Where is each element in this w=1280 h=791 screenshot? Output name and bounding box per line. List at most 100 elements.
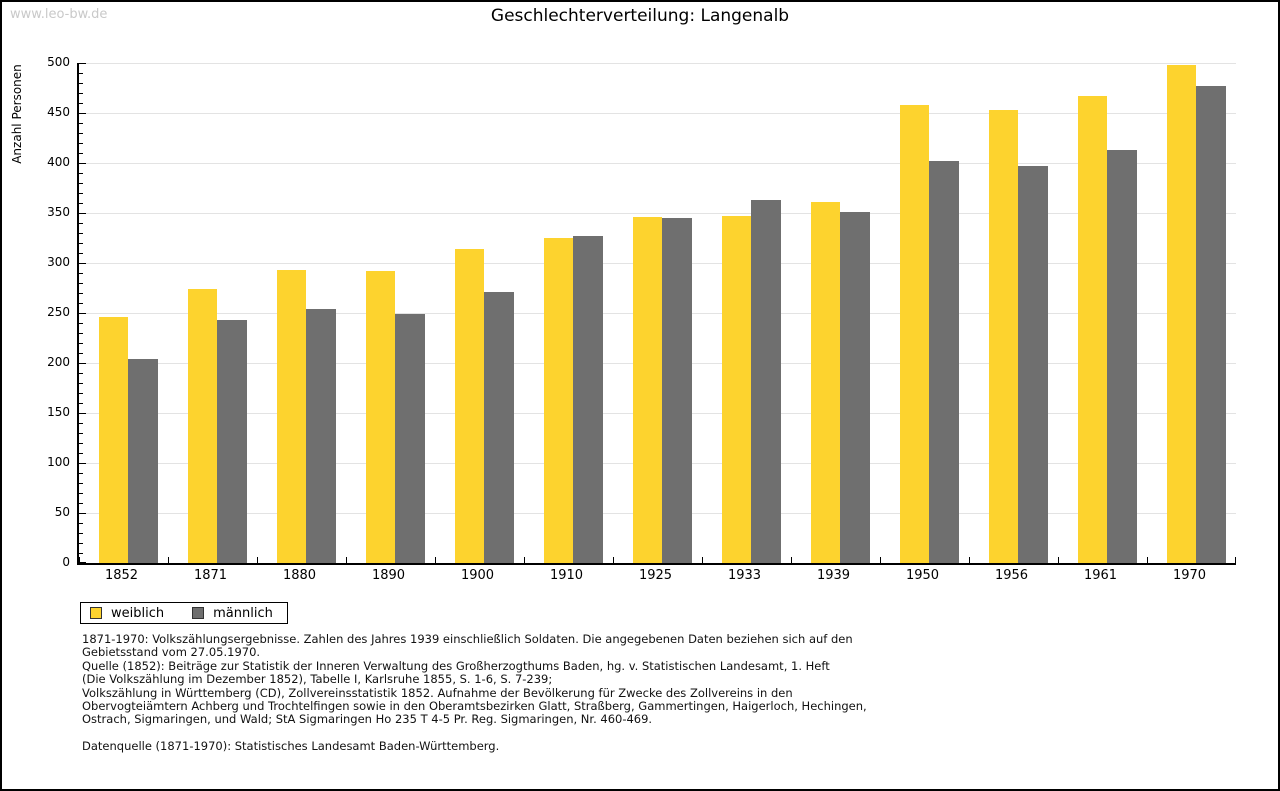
y-major-tick-200 xyxy=(79,363,86,364)
footnote-spacer xyxy=(82,727,982,740)
x-tick-label-1933: 1933 xyxy=(727,568,762,583)
x-tick-label-1950: 1950 xyxy=(905,568,940,583)
x-tick-label-1956: 1956 xyxy=(994,568,1029,583)
footnote-line-8: Datenquelle (1871-1970): Statistisches L… xyxy=(82,739,500,754)
x-tick-4 xyxy=(435,557,436,563)
bar-weiblich-1933 xyxy=(721,216,752,563)
bar-weiblich-1871 xyxy=(187,289,218,563)
bar-männlich-1970 xyxy=(1196,86,1227,563)
y-minor-tick-90 xyxy=(79,473,83,474)
gridline-500 xyxy=(79,63,1236,64)
y-minor-tick-310 xyxy=(79,253,83,254)
footnote-line-1: Gebietsstand vom 27.05.1970. xyxy=(82,645,261,660)
y-minor-tick-40 xyxy=(79,523,83,524)
x-tick-label-1939: 1939 xyxy=(816,568,851,583)
bar-weiblich-1900 xyxy=(454,249,485,563)
y-minor-tick-390 xyxy=(79,173,83,174)
y-minor-tick-180 xyxy=(79,383,83,384)
bar-männlich-1890 xyxy=(395,314,426,563)
footnotes-block: 1871-1970: Volkszählungsergebnisse. Zahl… xyxy=(82,632,982,754)
x-tick-9 xyxy=(880,557,881,563)
x-tick-label-1961: 1961 xyxy=(1083,568,1118,583)
bar-männlich-1900 xyxy=(484,292,515,563)
bar-weiblich-1961 xyxy=(1077,96,1108,563)
bar-männlich-1925 xyxy=(662,218,693,563)
y-minor-tick-330 xyxy=(79,233,83,234)
bar-männlich-1939 xyxy=(840,212,871,563)
y-minor-tick-110 xyxy=(79,453,83,454)
y-minor-tick-30 xyxy=(79,533,83,534)
y-major-tick-100 xyxy=(79,463,86,464)
x-tick-label-1890: 1890 xyxy=(371,568,406,583)
y-minor-tick-160 xyxy=(79,403,83,404)
y-minor-tick-80 xyxy=(79,483,83,484)
x-tick-0 xyxy=(79,557,80,563)
bar-weiblich-1939 xyxy=(810,202,841,563)
y-tick-label-500: 500 xyxy=(47,55,70,69)
x-tick-3 xyxy=(346,557,347,563)
y-minor-tick-460 xyxy=(79,103,83,104)
bar-männlich-1961 xyxy=(1107,150,1138,563)
plot-area xyxy=(77,63,1236,565)
x-tick-8 xyxy=(791,557,792,563)
y-minor-tick-430 xyxy=(79,133,83,134)
y-minor-tick-120 xyxy=(79,443,83,444)
footnote-line-6: Ostrach, Sigmaringen, und Wald; StA Sigm… xyxy=(82,712,653,727)
y-minor-tick-490 xyxy=(79,73,83,74)
bar-weiblich-1880 xyxy=(276,270,307,563)
y-minor-tick-230 xyxy=(79,333,83,334)
footnote-line-0: 1871-1970: Volkszählungsergebnisse. Zahl… xyxy=(82,632,853,646)
x-tick-label-1871: 1871 xyxy=(193,568,228,583)
y-minor-tick-190 xyxy=(79,373,83,374)
x-tick-5 xyxy=(524,557,525,563)
x-tick-10 xyxy=(969,557,970,563)
y-minor-tick-340 xyxy=(79,223,83,224)
bar-weiblich-1956 xyxy=(988,110,1019,563)
x-tick-label-1900: 1900 xyxy=(460,568,495,583)
y-tick-label-450: 450 xyxy=(47,105,70,119)
y-minor-tick-270 xyxy=(79,293,83,294)
gridline-450 xyxy=(79,113,1236,114)
y-minor-tick-480 xyxy=(79,83,83,84)
y-major-tick-0 xyxy=(79,562,86,563)
bar-weiblich-1970 xyxy=(1166,65,1197,563)
y-major-tick-150 xyxy=(79,413,86,414)
x-tick-2 xyxy=(257,557,258,563)
y-minor-tick-10 xyxy=(79,553,83,554)
y-tick-label-100: 100 xyxy=(47,455,70,469)
y-minor-tick-170 xyxy=(79,393,83,394)
x-tick-6 xyxy=(613,557,614,563)
bar-männlich-1933 xyxy=(751,200,782,563)
footnote-line-4: Volkszählung in Württemberg (CD), Zollve… xyxy=(82,685,793,700)
y-minor-tick-360 xyxy=(79,203,83,204)
bar-männlich-1956 xyxy=(1018,166,1049,563)
bar-weiblich-1890 xyxy=(365,271,396,563)
y-major-tick-450 xyxy=(79,113,86,114)
y-minor-tick-220 xyxy=(79,343,83,344)
y-tick-label-250: 250 xyxy=(47,305,70,319)
y-major-tick-400 xyxy=(79,163,86,164)
footnote-line-3: (Die Volkszählung im Dezember 1852), Tab… xyxy=(82,672,553,687)
y-major-tick-50 xyxy=(79,513,86,514)
x-tick-1 xyxy=(168,557,169,563)
y-minor-tick-290 xyxy=(79,273,83,274)
y-tick-label-0: 0 xyxy=(62,555,70,569)
footnote-line-2: Quelle (1852): Beiträge zur Statistik de… xyxy=(82,658,830,673)
y-minor-tick-380 xyxy=(79,183,83,184)
x-tick-label-1925: 1925 xyxy=(638,568,673,583)
bar-weiblich-1852 xyxy=(98,317,129,563)
x-tick-label-1880: 1880 xyxy=(282,568,317,583)
x-tick-label-1970: 1970 xyxy=(1172,568,1207,583)
y-tick-label-50: 50 xyxy=(54,505,70,519)
y-major-tick-300 xyxy=(79,263,86,264)
legend-swatch-weiblich xyxy=(90,607,102,619)
bar-männlich-1880 xyxy=(306,309,337,563)
y-tick-label-350: 350 xyxy=(47,205,70,219)
y-major-tick-500 xyxy=(79,63,86,64)
y-minor-tick-70 xyxy=(79,493,83,494)
y-minor-tick-20 xyxy=(79,543,83,544)
legend-label-maennlich: männlich xyxy=(213,605,273,621)
x-tick-13 xyxy=(1235,557,1236,563)
y-tick-label-200: 200 xyxy=(47,355,70,369)
